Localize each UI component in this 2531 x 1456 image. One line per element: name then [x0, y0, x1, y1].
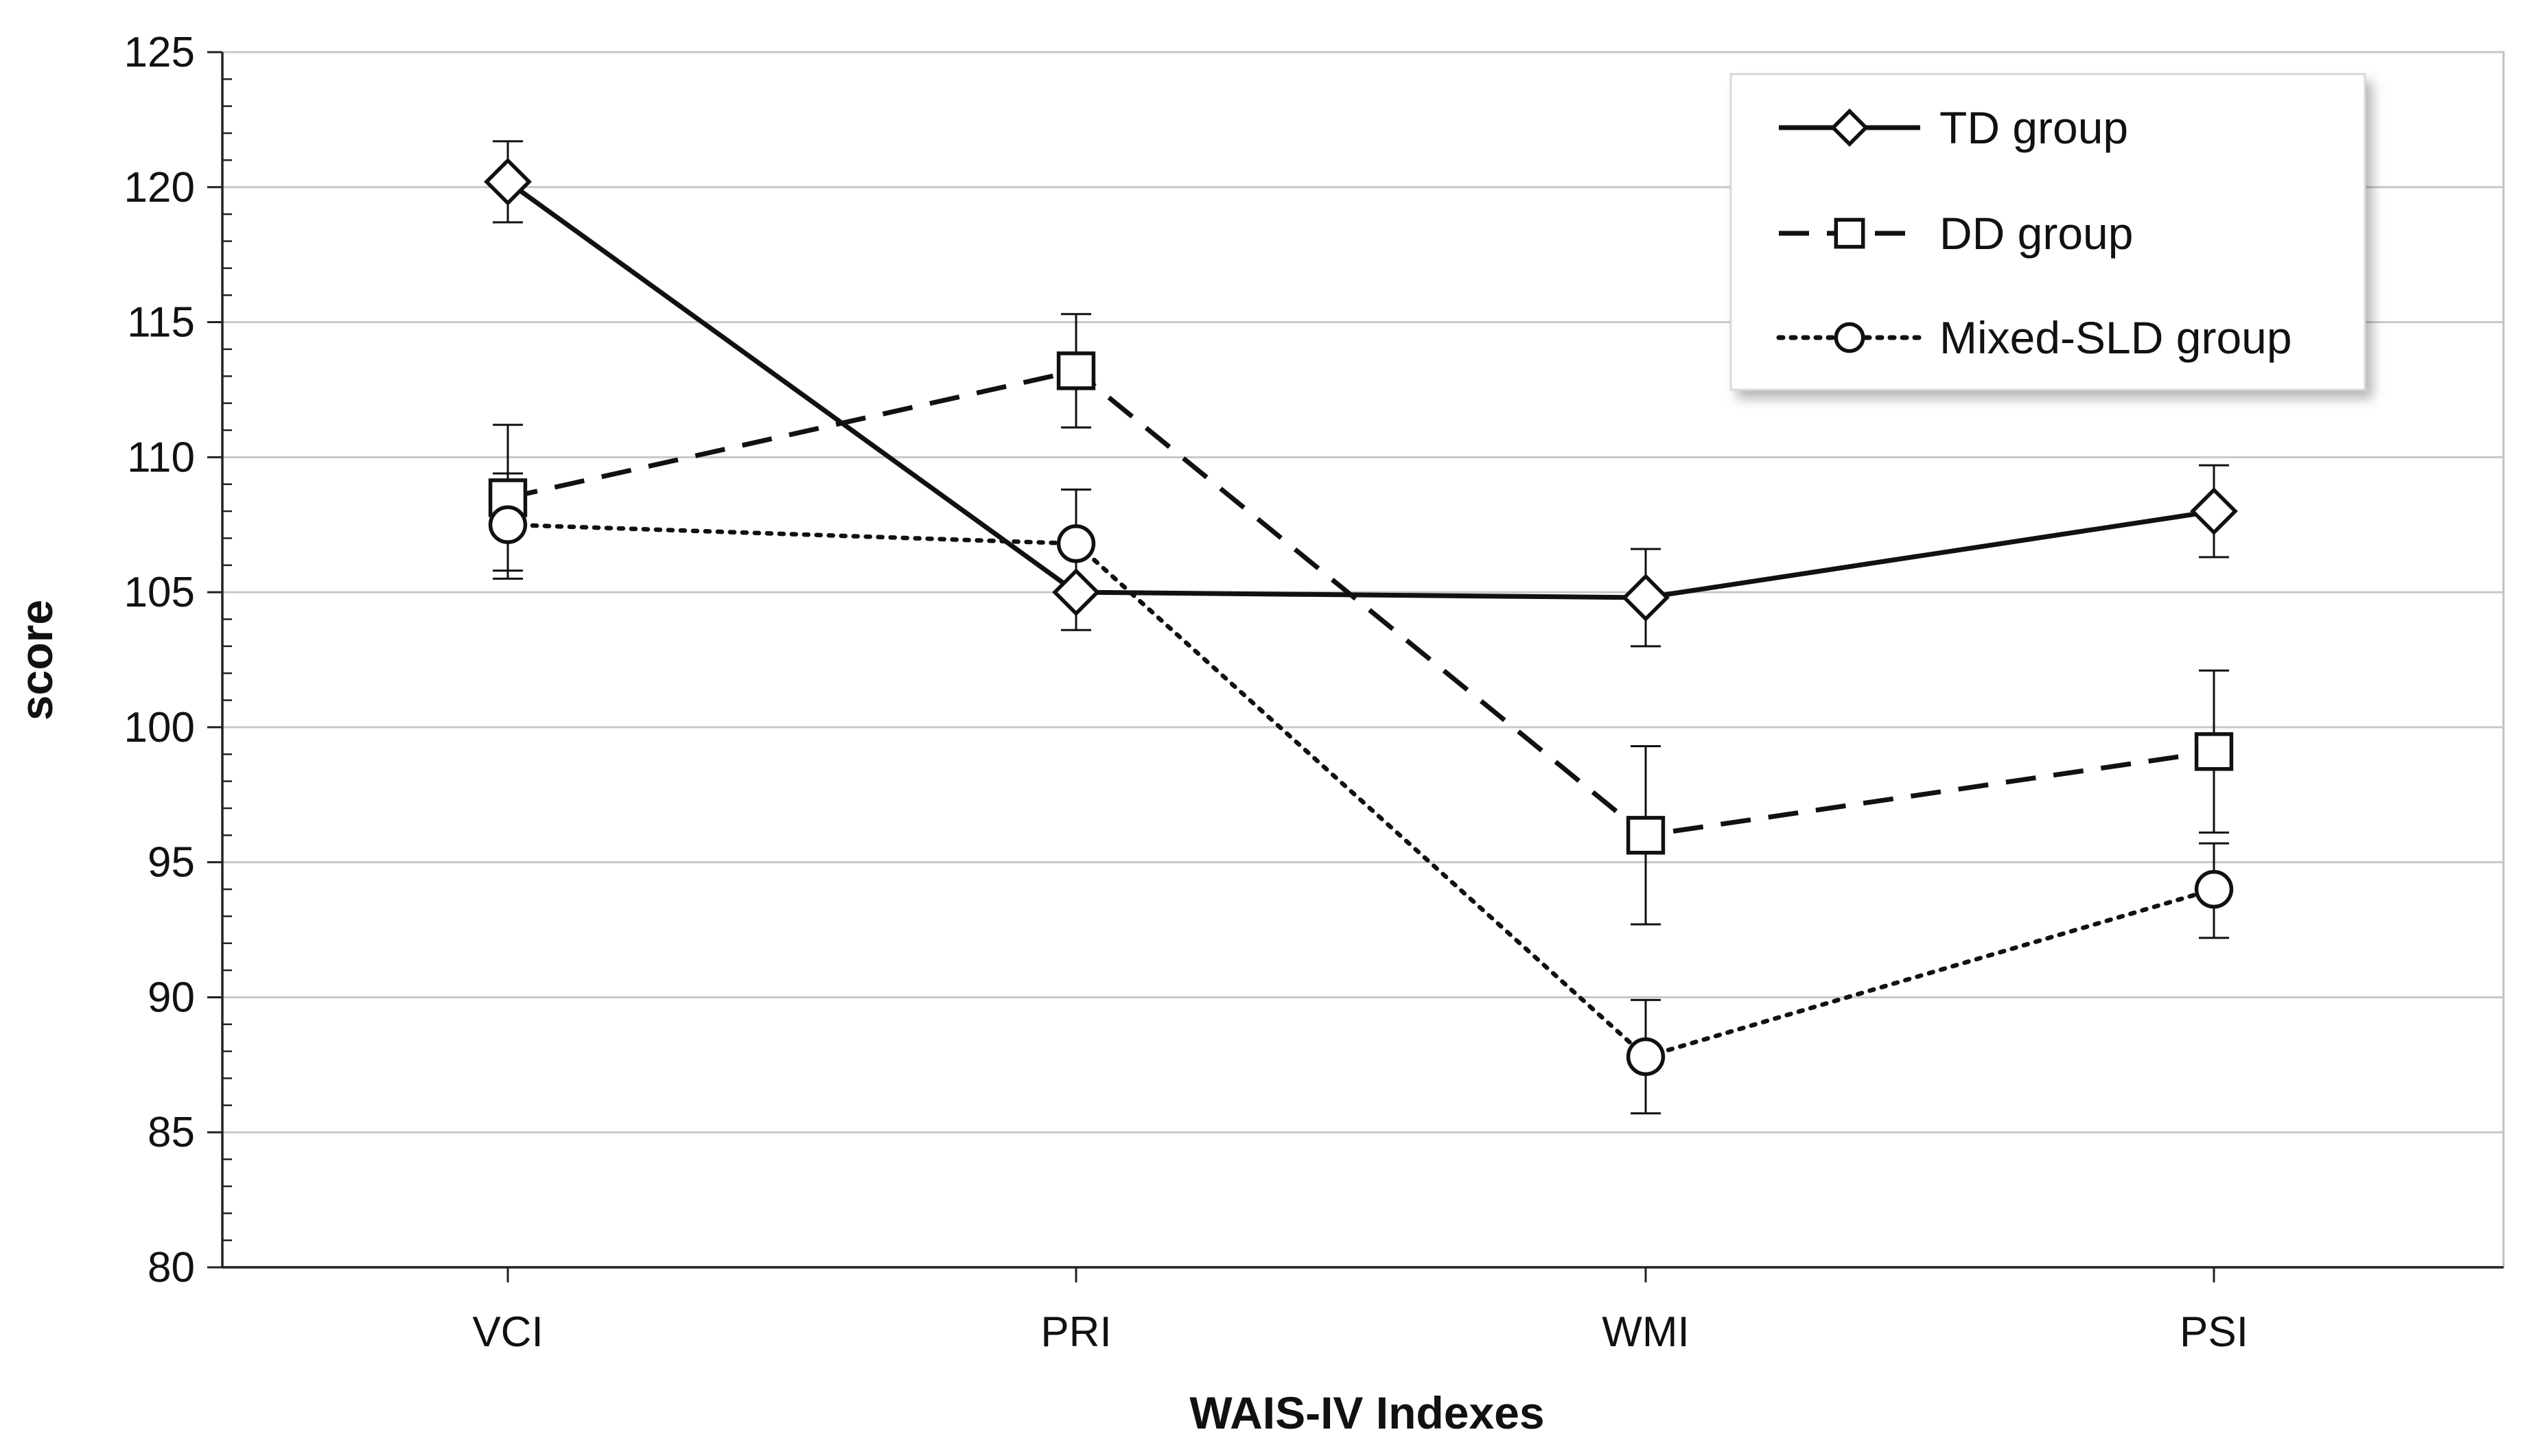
y-tick-label: 80	[148, 1244, 195, 1291]
data-point-mixed-sld-group	[2194, 869, 2234, 909]
series-lines	[505, 180, 2217, 1059]
data-point-dd-group	[2194, 732, 2234, 771]
legend-marker-diamond-icon	[1830, 108, 1869, 147]
data-point-dd-group	[1626, 816, 1666, 855]
x-tick-label: VCI	[472, 1308, 543, 1356]
legend: TD group DD group Mixed-SLD group	[1729, 73, 2366, 391]
y-tick-label: 115	[127, 299, 195, 347]
data-point-td-group	[2190, 487, 2238, 535]
y-tick-label: 85	[148, 1109, 195, 1156]
y-tick-label: 95	[148, 839, 195, 886]
x-tick-label: PSI	[2180, 1308, 2248, 1356]
legend-marker-square-icon	[1834, 218, 1865, 249]
y-tick-label: 105	[124, 569, 195, 616]
x-tick-label: PRI	[1040, 1308, 1111, 1356]
data-point-td-group	[484, 158, 532, 206]
y-tick-label: 110	[127, 434, 195, 481]
y-axis-title: score	[11, 600, 62, 720]
legend-entry-td-group: TD group	[1779, 102, 2128, 153]
y-tick-label: 100	[124, 704, 195, 751]
x-tick-label: WMI	[1602, 1308, 1689, 1356]
legend-marker-circle-icon	[1834, 322, 1865, 353]
legend-label: DD group	[1939, 208, 2133, 259]
legend-label: TD group	[1939, 102, 2128, 153]
legend-entry-dd-group: DD group	[1779, 208, 2133, 259]
series-line-td-group	[506, 180, 2215, 600]
series-line-mixed-sld-group	[505, 522, 2217, 1059]
legend-entry-mixed-sld-group: Mixed-SLD group	[1776, 312, 2292, 363]
data-point-td-group	[1622, 574, 1670, 622]
series-group	[484, 140, 2238, 1115]
data-point-td-group	[1052, 568, 1100, 617]
y-tick-label: 90	[148, 974, 195, 1021]
y-tick-label: 120	[124, 164, 195, 211]
y-tick-label: 125	[124, 29, 195, 76]
data-point-dd-group	[1056, 351, 1096, 390]
series-markers	[484, 158, 2238, 1077]
data-point-mixed-sld-group	[1056, 524, 1096, 563]
data-point-mixed-sld-group	[488, 505, 528, 544]
data-point-mixed-sld-group	[1626, 1037, 1666, 1077]
x-axis-title: WAIS-IV Indexes	[1189, 1387, 1544, 1438]
legend-label: Mixed-SLD group	[1939, 312, 2292, 363]
series-line-dd-group	[507, 368, 2215, 838]
x-axis: VCI PRI WMI PSI	[222, 1266, 2504, 1356]
y-axis: 80 85 90 95 100 105 110 115 120 125	[124, 29, 232, 1291]
